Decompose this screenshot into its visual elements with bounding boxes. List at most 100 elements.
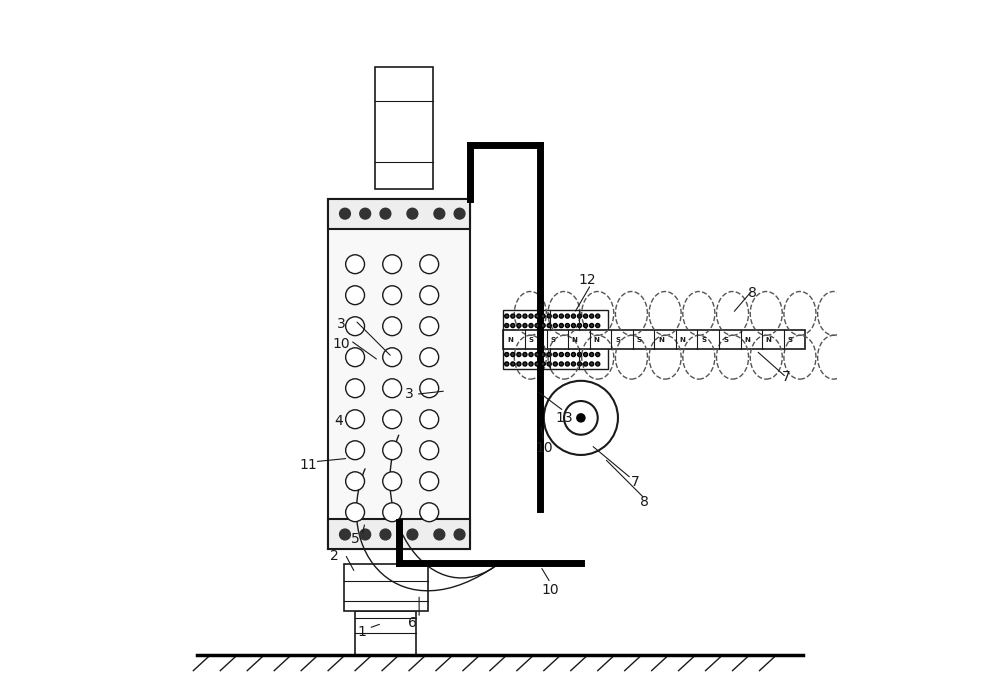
Circle shape bbox=[596, 362, 600, 366]
Circle shape bbox=[517, 362, 521, 366]
Circle shape bbox=[346, 410, 365, 429]
Circle shape bbox=[420, 317, 439, 336]
Bar bbox=[503, 348, 608, 369]
Text: 3: 3 bbox=[337, 317, 346, 330]
Circle shape bbox=[596, 324, 600, 328]
Circle shape bbox=[547, 362, 551, 366]
Circle shape bbox=[565, 314, 569, 318]
Circle shape bbox=[578, 353, 582, 357]
Circle shape bbox=[383, 348, 402, 367]
Circle shape bbox=[578, 324, 582, 328]
Bar bbox=[375, 67, 433, 189]
Text: S: S bbox=[788, 337, 793, 342]
Circle shape bbox=[535, 314, 539, 318]
Circle shape bbox=[564, 401, 598, 435]
Text: S: S bbox=[529, 337, 534, 342]
Text: S: S bbox=[550, 337, 555, 342]
Text: 6: 6 bbox=[408, 617, 417, 630]
Circle shape bbox=[420, 410, 439, 429]
Bar bbox=[328, 199, 470, 549]
Text: 10: 10 bbox=[542, 583, 559, 596]
Text: S: S bbox=[723, 337, 728, 342]
Circle shape bbox=[529, 314, 533, 318]
Circle shape bbox=[541, 362, 545, 366]
Circle shape bbox=[553, 362, 557, 366]
Circle shape bbox=[559, 362, 563, 366]
Circle shape bbox=[360, 208, 371, 219]
Circle shape bbox=[346, 503, 365, 522]
Circle shape bbox=[523, 362, 527, 366]
Circle shape bbox=[380, 529, 391, 540]
Text: 4: 4 bbox=[334, 415, 343, 428]
Circle shape bbox=[578, 362, 582, 366]
Circle shape bbox=[346, 286, 365, 305]
Circle shape bbox=[383, 379, 402, 398]
Text: N: N bbox=[593, 337, 599, 342]
Circle shape bbox=[529, 324, 533, 328]
Circle shape bbox=[577, 414, 585, 422]
Circle shape bbox=[571, 353, 575, 357]
Circle shape bbox=[529, 353, 533, 357]
Text: 7: 7 bbox=[630, 475, 639, 489]
Circle shape bbox=[565, 324, 569, 328]
Circle shape bbox=[383, 255, 402, 274]
Circle shape bbox=[529, 362, 533, 366]
Circle shape bbox=[420, 503, 439, 522]
Circle shape bbox=[541, 324, 545, 328]
Circle shape bbox=[420, 379, 439, 398]
Circle shape bbox=[541, 353, 545, 357]
Circle shape bbox=[590, 362, 594, 366]
Text: N: N bbox=[744, 337, 750, 342]
Circle shape bbox=[340, 208, 350, 219]
Circle shape bbox=[547, 314, 551, 318]
Circle shape bbox=[505, 314, 509, 318]
Circle shape bbox=[584, 314, 588, 318]
Text: S: S bbox=[637, 337, 642, 342]
Circle shape bbox=[346, 472, 365, 491]
Circle shape bbox=[559, 324, 563, 328]
Circle shape bbox=[511, 353, 515, 357]
Bar bbox=[355, 611, 416, 655]
Circle shape bbox=[346, 255, 365, 274]
Circle shape bbox=[383, 410, 402, 429]
Text: 10: 10 bbox=[535, 441, 553, 455]
Circle shape bbox=[578, 314, 582, 318]
Circle shape bbox=[559, 314, 563, 318]
Circle shape bbox=[407, 208, 418, 219]
Circle shape bbox=[420, 348, 439, 367]
Circle shape bbox=[511, 324, 515, 328]
Circle shape bbox=[420, 441, 439, 460]
Circle shape bbox=[541, 314, 545, 318]
Text: 2: 2 bbox=[330, 549, 339, 563]
Text: N: N bbox=[507, 337, 513, 342]
Bar bbox=[328, 519, 470, 549]
Circle shape bbox=[544, 381, 618, 455]
Circle shape bbox=[383, 472, 402, 491]
Bar bbox=[503, 310, 608, 330]
Circle shape bbox=[584, 324, 588, 328]
Text: 1: 1 bbox=[357, 625, 366, 639]
Text: 13: 13 bbox=[555, 411, 573, 425]
Circle shape bbox=[505, 324, 509, 328]
Text: 12: 12 bbox=[579, 273, 596, 286]
Text: 5: 5 bbox=[351, 532, 359, 546]
Circle shape bbox=[517, 353, 521, 357]
Circle shape bbox=[535, 324, 539, 328]
Text: S: S bbox=[701, 337, 706, 342]
Circle shape bbox=[407, 529, 418, 540]
Circle shape bbox=[346, 379, 365, 398]
Circle shape bbox=[511, 362, 515, 366]
Circle shape bbox=[505, 362, 509, 366]
Circle shape bbox=[360, 529, 371, 540]
Text: N: N bbox=[572, 337, 577, 342]
Circle shape bbox=[535, 353, 539, 357]
Circle shape bbox=[434, 208, 445, 219]
Text: 3: 3 bbox=[405, 388, 413, 401]
Bar bbox=[328, 199, 470, 229]
Circle shape bbox=[420, 286, 439, 305]
Circle shape bbox=[547, 324, 551, 328]
Circle shape bbox=[547, 353, 551, 357]
Circle shape bbox=[590, 324, 594, 328]
Circle shape bbox=[590, 314, 594, 318]
Circle shape bbox=[559, 353, 563, 357]
